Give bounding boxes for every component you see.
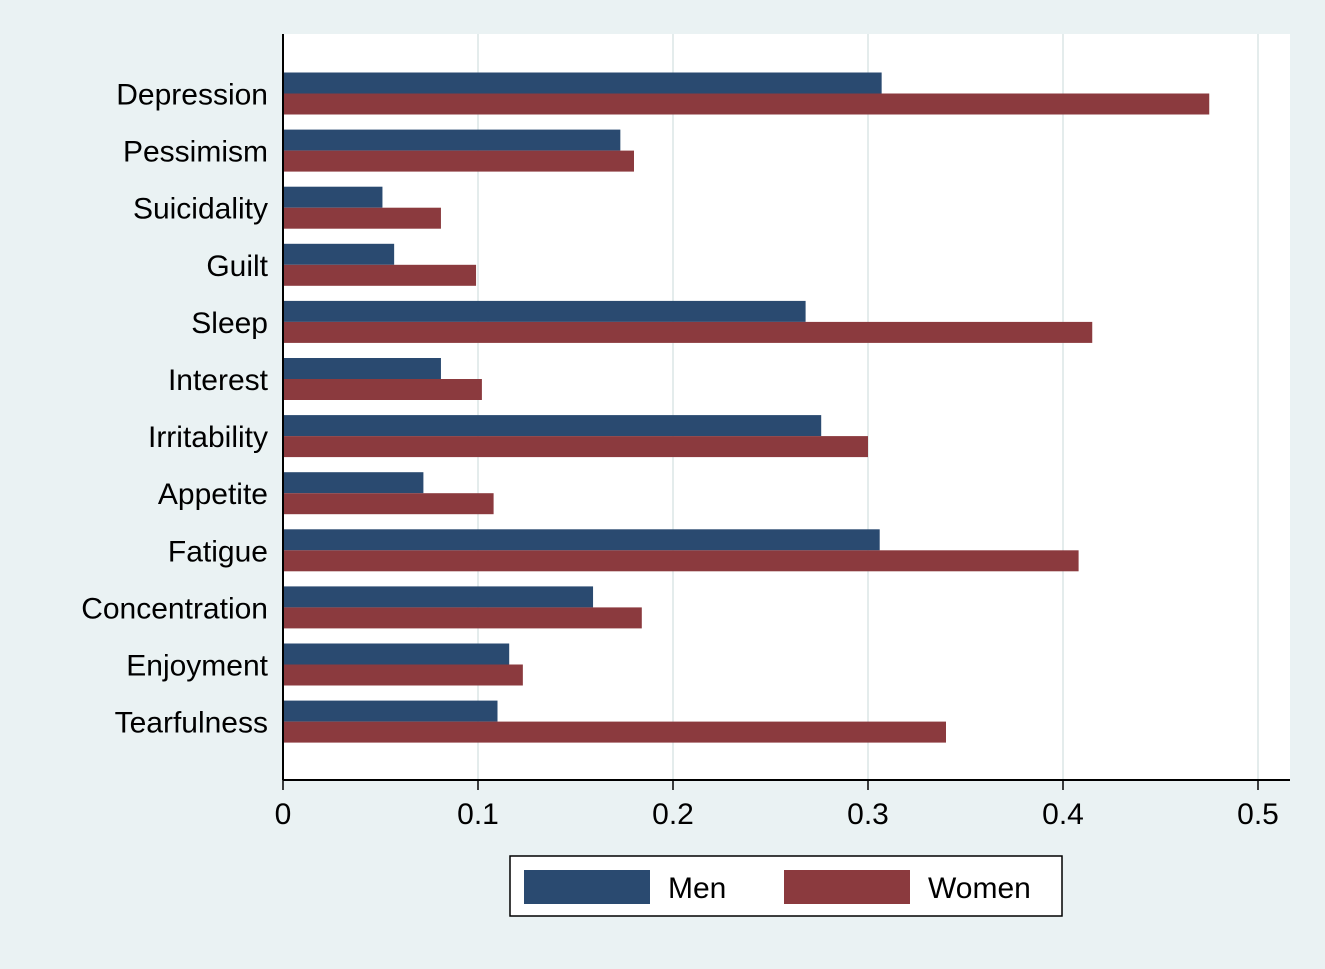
bar-men-tearfulness [283,700,498,722]
category-label: Guilt [206,250,268,283]
legend-swatch-women [784,870,910,904]
legend: Men Women [509,855,1063,917]
legend-label-men: Men [668,872,726,905]
bar-men-pessimism [283,129,621,151]
category-label: Tearfulness [115,707,268,740]
legend-label-women: Women [928,872,1031,905]
bar-women-enjoyment [283,664,523,686]
category-label: Sleep [191,307,268,340]
category-label: Irritability [148,421,268,454]
bar-women-irritability [283,436,868,458]
bar-women-tearfulness [283,721,946,743]
category-label: Pessimism [123,136,268,169]
bar-men-depression [283,72,882,94]
category-label: Concentration [81,592,268,625]
category-labels: Depression Pessimism Suicidality Guilt Sleep… [81,79,268,740]
bar-men-irritability [283,415,822,437]
category-label: Interest [168,364,269,397]
bar-women-sleep [283,321,1093,343]
bar-women-concentration [283,607,642,629]
bar-men-concentration [283,586,594,608]
legend-swatch-men [524,870,650,904]
bar-men-interest [283,358,441,379]
bar-women-pessimism [283,150,634,172]
bar-men-appetite [283,472,424,494]
x-tick-label: 0.4 [1042,798,1084,831]
bar-women-appetite [283,493,494,515]
category-label: Fatigue [168,535,268,568]
bar-men-fatigue [283,529,880,551]
bars [283,72,1210,743]
category-label: Suicidality [133,193,268,226]
category-label: Enjoyment [126,650,268,683]
x-tick-label: 0.5 [1237,798,1279,831]
bar-women-depression [283,93,1210,115]
bar-men-sleep [283,300,806,322]
x-tick-label: 0 [275,798,292,831]
bar-men-guilt [283,243,395,265]
category-label: Depression [116,79,268,112]
x-ticks: 0 0.1 0.2 0.3 0.4 0.5 [275,780,1279,831]
x-tick-label: 0.1 [457,798,499,831]
axes [282,34,1290,781]
bar-women-guilt [283,264,477,286]
bar-men-suicidality [283,186,383,208]
bar-women-fatigue [283,550,1079,572]
bar-women-interest [283,379,482,400]
bar-men-enjoyment [283,643,510,665]
category-label: Appetite [158,478,268,511]
x-tick-label: 0.3 [847,798,889,831]
bar-women-suicidality [283,207,441,229]
x-tick-label: 0.2 [652,798,694,831]
